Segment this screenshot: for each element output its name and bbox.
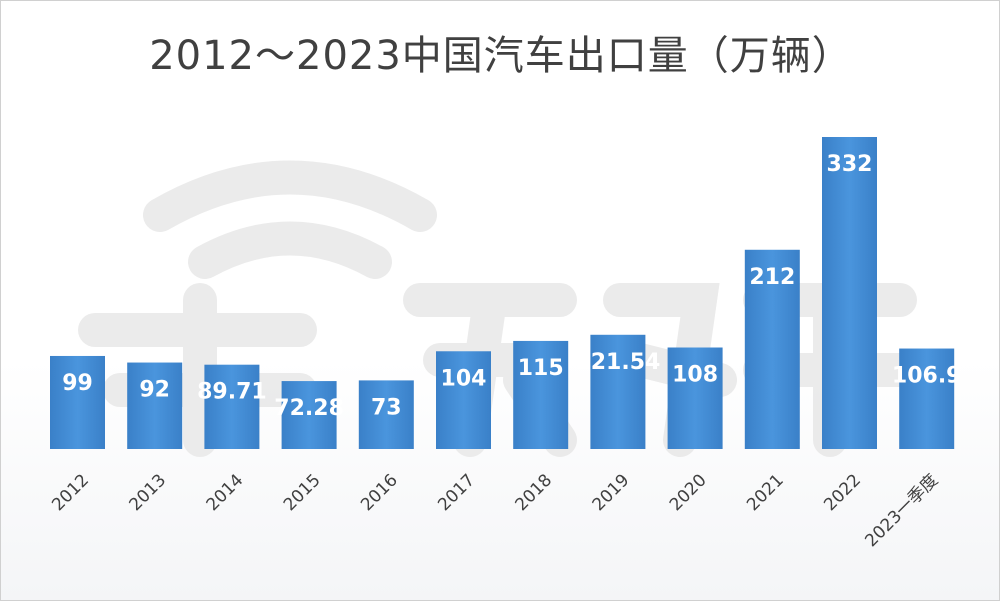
bar-value-label: 99 <box>62 371 93 396</box>
x-tick-labels-group: 2012 2013 2014 2015 2016 2017 2018 2019 2020 2021… <box>48 470 942 551</box>
x-tick-label: 2020 <box>666 470 711 515</box>
bar-2013 <box>127 362 183 449</box>
bar-2018 <box>513 340 569 449</box>
bar-2015 <box>281 381 337 449</box>
bar-2023一季度 <box>899 348 955 449</box>
x-tick-label: 2018 <box>512 470 557 515</box>
bar-2012 <box>50 355 105 449</box>
chart-title: 2012～2023中国汽车出口量（万辆） <box>149 33 853 79</box>
bar-2020 <box>667 347 723 449</box>
bar-2017 <box>436 351 491 449</box>
bar-2021 <box>744 249 800 449</box>
x-tick-label: 2013 <box>125 470 170 515</box>
bar-value-label: 106.9 <box>892 364 962 389</box>
bars-group <box>50 137 955 449</box>
bar-value-label: 72.28 <box>274 396 344 421</box>
x-tick-label: 2015 <box>280 470 325 515</box>
x-tick-label: 2016 <box>357 470 402 515</box>
bar-2022 <box>822 137 877 449</box>
value-labels-group: 99 92 89.71 72.28 73 104 115 121.54 108 212 332 106… <box>62 152 961 421</box>
bar-2016 <box>358 380 414 449</box>
bar-value-label: 92 <box>139 378 170 403</box>
x-tick-label: 2022 <box>820 470 865 515</box>
bar-value-label: 73 <box>371 395 402 420</box>
bar-value-label: 115 <box>518 356 564 381</box>
x-tick-label: 2012 <box>48 470 93 515</box>
x-tick-label: 2019 <box>589 470 634 515</box>
x-tick-label: 2014 <box>203 470 248 515</box>
bar-2019 <box>590 334 646 449</box>
x-tick-label: 2023一季度 <box>861 470 942 551</box>
bar-value-label: 89.71 <box>197 380 267 405</box>
bar-2014 <box>204 364 260 449</box>
bar-value-label: 121.54 <box>575 350 660 375</box>
bar-value-label: 212 <box>749 265 795 290</box>
bar-value-label: 104 <box>441 366 487 391</box>
x-tick-label: 2017 <box>434 470 479 515</box>
x-tick-label: 2021 <box>743 470 788 515</box>
bar-value-label: 332 <box>827 152 873 177</box>
bar-value-label: 108 <box>672 363 718 388</box>
